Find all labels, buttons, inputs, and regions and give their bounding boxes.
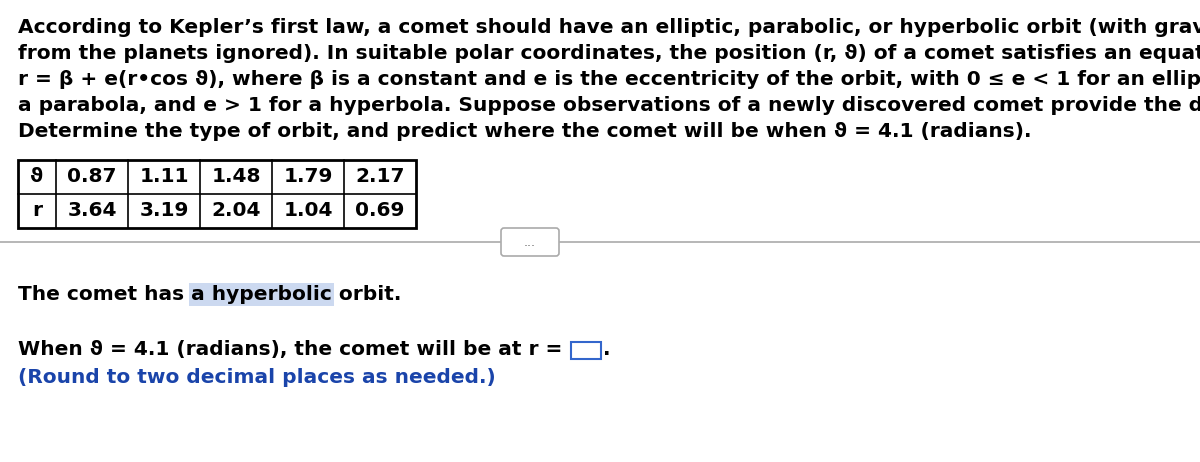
Text: r = β + e(r•cos ϑ), where β is a constant and e is the eccentricity of the orbit: r = β + e(r•cos ϑ), where β is a constan… xyxy=(18,70,1200,89)
Text: r: r xyxy=(32,201,42,220)
Text: a parabola, and e > 1 for a hyperbola. Suppose observations of a newly discovere: a parabola, and e > 1 for a hyperbola. S… xyxy=(18,96,1200,115)
Text: from the planets ignored). In suitable polar coordinates, the position (r, ϑ) of: from the planets ignored). In suitable p… xyxy=(18,44,1200,63)
Text: Determine the type of orbit, and predict where the comet will be when ϑ = 4.1 (r: Determine the type of orbit, and predict… xyxy=(18,122,1032,141)
Text: 1.48: 1.48 xyxy=(211,168,260,187)
Text: ...: ... xyxy=(524,236,536,249)
Text: 1.04: 1.04 xyxy=(283,201,332,220)
Bar xyxy=(190,283,334,306)
Text: 2.04: 2.04 xyxy=(211,201,260,220)
Text: 2.17: 2.17 xyxy=(355,168,404,187)
Text: According to Kepler’s first law, a comet should have an elliptic, parabolic, or : According to Kepler’s first law, a comet… xyxy=(18,18,1200,37)
Text: .: . xyxy=(604,340,611,359)
Text: 0.69: 0.69 xyxy=(355,201,404,220)
Text: (Round to two decimal places as needed.): (Round to two decimal places as needed.) xyxy=(18,368,496,387)
Text: The comet has a hyperbolic orbit.: The comet has a hyperbolic orbit. xyxy=(18,285,401,304)
Text: 3.19: 3.19 xyxy=(139,201,188,220)
Text: 3.64: 3.64 xyxy=(67,201,116,220)
Bar xyxy=(18,160,416,228)
Text: 1.79: 1.79 xyxy=(283,168,332,187)
Bar xyxy=(571,342,601,359)
FancyBboxPatch shape xyxy=(502,228,559,256)
Text: ϑ: ϑ xyxy=(30,168,43,187)
Text: 0.87: 0.87 xyxy=(67,168,116,187)
Text: 1.11: 1.11 xyxy=(139,168,188,187)
Text: When ϑ = 4.1 (radians), the comet will be at r =: When ϑ = 4.1 (radians), the comet will b… xyxy=(18,340,569,359)
